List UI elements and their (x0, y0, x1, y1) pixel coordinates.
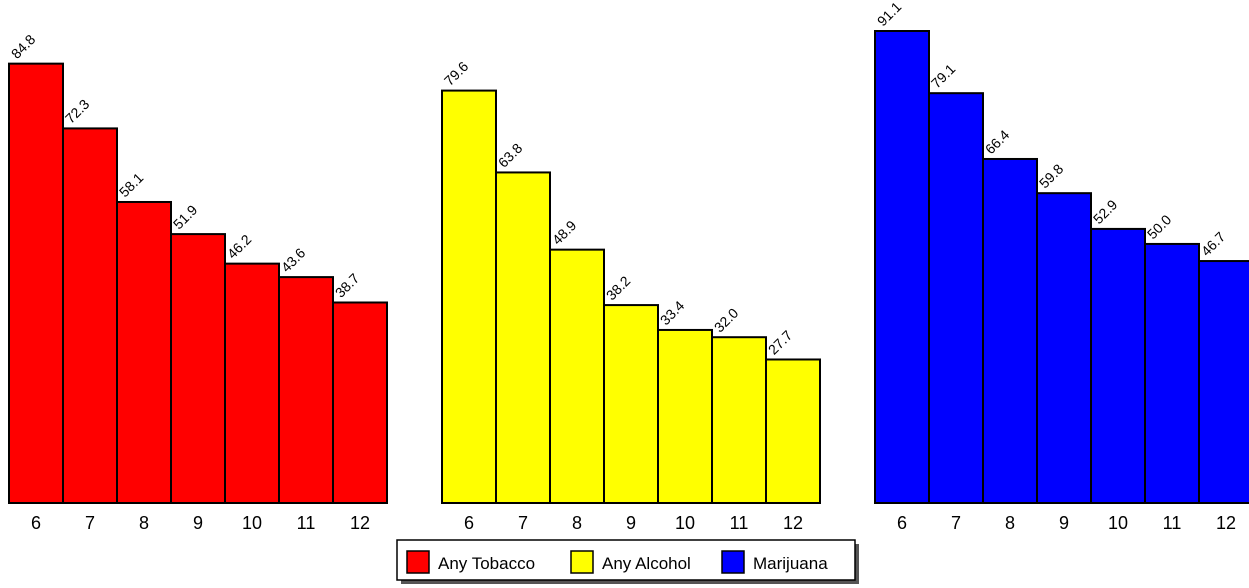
bar-any-alcohol-11 (711, 336, 767, 504)
x-tick-label-marijuana-9: 9 (1059, 513, 1069, 533)
bar-any-tobacco-6 (8, 62, 64, 504)
data-label-any-alcohol-7: 63.8 (495, 140, 526, 171)
legend: Any Tobacco Any Alcohol Marijuana (396, 539, 859, 584)
legend-box (396, 539, 856, 581)
legend-swatch-any-alcohol (570, 550, 594, 574)
x-tick-label-marijuana-6: 6 (897, 513, 907, 533)
bar-marijuana-8 (982, 157, 1038, 504)
data-label-any-alcohol-12: 27.7 (765, 327, 796, 358)
x-tick-label-any-alcohol-12: 12 (783, 513, 803, 533)
x-tick-label-any-alcohol-6: 6 (464, 513, 474, 533)
data-label-any-tobacco-10: 46.2 (224, 231, 255, 262)
panel-marijuana: 91.1 6 79.1 7 66.4 8 59.8 9 52.9 10 50.0 11 46.7 12 (874, 0, 1249, 533)
data-label-marijuana-11: 50.0 (1144, 211, 1175, 242)
legend-swatch-any-tobacco (406, 550, 430, 574)
x-tick-label-any-tobacco-9: 9 (193, 513, 203, 533)
x-tick-label-any-alcohol-11: 11 (730, 513, 749, 533)
bar-any-tobacco-9 (170, 233, 226, 504)
chart-panels: 84.8672.3758.1851.9946.21043.61138.71279… (8, 0, 1249, 533)
panel-any-alcohol: 79.6 6 63.8 7 48.9 8 38.2 9 33.4 10 32.0 11 27.7 12 (441, 58, 821, 533)
x-tick-label-marijuana-12: 12 (1216, 513, 1236, 533)
data-label-marijuana-7: 79.1 (928, 61, 959, 92)
bar-any-alcohol-8 (549, 248, 605, 504)
x-tick-label-any-alcohol-7: 7 (518, 513, 528, 533)
data-label-any-tobacco-11: 43.6 (278, 244, 309, 275)
panel-any-tobacco: 84.8 6 72.3 7 58.1 8 51.9 9 46.2 10 43.6 11 38.7 12 (8, 31, 388, 533)
data-label-marijuana-9: 59.8 (1036, 161, 1067, 192)
bar-marijuana-10 (1090, 227, 1146, 505)
data-label-any-tobacco-7: 72.3 (62, 96, 93, 127)
bar-any-tobacco-12 (332, 301, 388, 504)
data-label-any-alcohol-10: 33.4 (657, 297, 688, 328)
data-label-marijuana-12: 46.7 (1198, 228, 1229, 259)
bar-marijuana-9 (1036, 192, 1092, 505)
x-tick-label-any-alcohol-8: 8 (572, 513, 582, 533)
data-label-any-alcohol-11: 32.0 (711, 305, 742, 336)
x-tick-label-marijuana-11: 11 (1163, 513, 1182, 533)
legend-entry-any-alcohol: Any Alcohol (570, 550, 691, 574)
x-tick-label-any-tobacco-6: 6 (31, 513, 41, 533)
data-label-any-alcohol-8: 48.9 (549, 217, 580, 248)
data-label-any-tobacco-6: 84.8 (8, 31, 39, 62)
data-label-marijuana-8: 66.4 (982, 126, 1013, 157)
legend-swatch-marijuana (721, 550, 745, 574)
x-tick-label-any-tobacco-8: 8 (139, 513, 149, 533)
x-tick-label-marijuana-8: 8 (1005, 513, 1015, 533)
bar-marijuana-7 (928, 92, 984, 505)
x-tick-label-any-alcohol-9: 9 (626, 513, 636, 533)
bar-any-alcohol-12 (765, 358, 821, 504)
bar-any-alcohol-10 (657, 328, 713, 504)
x-tick-label-any-tobacco-12: 12 (350, 513, 370, 533)
data-label-any-alcohol-6: 79.6 (441, 58, 472, 89)
x-tick-label-any-tobacco-10: 10 (242, 513, 262, 533)
data-label-any-alcohol-9: 38.2 (603, 272, 634, 303)
legend-label-marijuana: Marijuana (753, 554, 828, 573)
legend-label-any-alcohol: Any Alcohol (602, 554, 691, 573)
bar-any-tobacco-11 (278, 276, 334, 504)
x-tick-label-any-alcohol-10: 10 (675, 513, 695, 533)
bar-any-tobacco-7 (62, 127, 118, 504)
bar-marijuana-6 (874, 30, 930, 504)
x-tick-label-any-tobacco-11: 11 (297, 513, 316, 533)
bar-any-alcohol-6 (441, 89, 497, 504)
data-label-any-tobacco-9: 51.9 (170, 201, 201, 232)
bar-any-alcohol-9 (603, 304, 659, 505)
bar-marijuana-11 (1144, 242, 1200, 504)
bar-any-tobacco-10 (224, 262, 280, 504)
x-tick-label-marijuana-10: 10 (1108, 513, 1128, 533)
bar-marijuana-12 (1198, 260, 1249, 504)
bar-any-alcohol-7 (495, 171, 551, 504)
x-tick-label-marijuana-7: 7 (951, 513, 961, 533)
bar-any-tobacco-8 (116, 200, 172, 504)
legend-label-any-tobacco: Any Tobacco (438, 554, 535, 573)
legend-entry-any-tobacco: Any Tobacco (406, 550, 535, 574)
data-label-any-tobacco-12: 38.7 (332, 270, 363, 301)
legend-entry-marijuana: Marijuana (721, 550, 828, 574)
data-label-marijuana-10: 52.9 (1090, 196, 1121, 227)
data-label-any-tobacco-8: 58.1 (116, 169, 147, 200)
x-tick-label-any-tobacco-7: 7 (85, 513, 95, 533)
data-label-marijuana-6: 91.1 (874, 0, 905, 29)
